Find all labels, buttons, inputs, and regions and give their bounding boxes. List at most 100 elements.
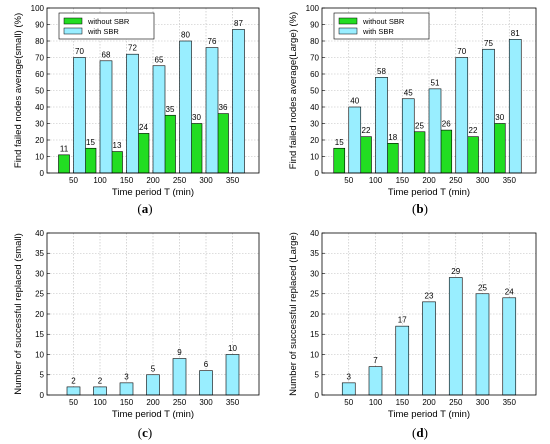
panel-caption: (d) [412,425,428,440]
data-label: 36 [219,103,228,112]
bar-without-sbr [413,131,426,174]
bar-with-sbr [73,57,86,174]
data-label: 2 [71,376,76,385]
x-tick-label: 150 [120,176,134,185]
y-tick-label: 20 [35,310,44,319]
legend-label: without SBR [87,17,130,26]
chart-d: 0 5 10 15 20 25 30 35 40 50 100 150 200 250 300 350 3 7 17… [288,229,537,440]
data-label: 30 [192,113,201,122]
bar-without-sbr [360,136,372,174]
plot-frame [46,7,260,174]
data-label: 29 [451,267,460,276]
x-axis-label: Time period T (min) [112,187,194,198]
y-tick-label: 10 [310,350,319,359]
data-label: 76 [208,37,217,46]
bar [341,382,356,396]
x-tick-label: 350 [503,176,517,185]
bar [66,386,81,396]
x-axis-label: Time period T (min) [388,409,470,420]
legend-box [58,12,155,40]
data-label: 10 [228,344,237,353]
data-label: 22 [469,126,478,135]
data-label: 80 [181,31,190,40]
data-label: 9 [177,348,182,357]
y-tick-label: 35 [310,249,319,258]
y-tick-label: 40 [35,229,44,238]
x-tick-label: 250 [449,398,463,407]
data-label: 25 [478,283,487,292]
bar-with-sbr [126,53,139,174]
x-tick-label: 200 [422,398,436,407]
y-tick-label: 35 [35,249,44,258]
data-label: 35 [166,105,175,114]
y-tick-label: 30 [35,269,44,278]
data-label: 18 [388,133,397,142]
x-tick-label: 250 [449,176,463,185]
data-label: 58 [377,67,386,76]
y-tick-label: 100 [31,4,45,13]
bar-with-sbr [232,29,245,174]
y-tick-label: 15 [310,330,319,339]
x-tick-label: 50 [69,398,78,407]
chart-a: 0 10 20 30 40 50 60 70 80 90 100 50 100 150 200 250 300 3… [13,4,260,216]
y-tick-label: 10 [310,152,319,161]
x-tick-label: 150 [120,398,134,407]
y-tick-label: 20 [310,310,319,319]
x-tick-label: 200 [422,176,436,185]
x-tick-label: 250 [173,398,187,407]
bar [225,354,240,396]
x-tick-label: 300 [476,176,490,185]
data-label: 23 [425,291,434,300]
data-label: 24 [139,123,148,132]
y-tick-label: 25 [35,290,44,299]
panel-caption: (b) [412,201,428,216]
bar-with-sbr [205,47,219,174]
plot-frame [321,232,537,396]
y-tick-label: 30 [310,119,319,128]
data-label: 68 [102,50,111,59]
data-label: 26 [442,120,451,129]
bar-with-sbr [179,40,192,174]
chart-b: 0 10 20 30 40 50 60 70 80 90 100 50 100 150 200 250 300 3… [288,4,537,216]
y-tick-label: 70 [35,53,44,62]
data-label: 15 [86,138,95,147]
y-tick-label: 50 [310,86,319,95]
y-tick-label: 50 [35,86,44,95]
bar [502,297,517,396]
y-tick-label: 100 [306,4,320,13]
x-tick-label: 100 [369,398,383,407]
panel-caption: (a) [137,201,152,216]
data-label: 11 [60,144,69,153]
bar-with-sbr [401,98,415,174]
x-tick-label: 200 [146,398,160,407]
y-tick-label: 25 [310,290,319,299]
bar-without-sbr [467,136,479,174]
y-tick-label: 0 [40,391,45,400]
y-tick-label: 30 [310,269,319,278]
legend-swatch-with-sbr [63,27,83,35]
y-tick-label: 15 [35,330,44,339]
x-tick-label: 100 [93,398,107,407]
bar-with-sbr [152,65,166,174]
data-label: 24 [505,287,514,296]
bar [395,325,410,396]
y-tick-label: 30 [35,119,44,128]
bar-with-sbr [508,39,522,174]
x-axis-label: Time period T (min) [112,409,194,420]
x-tick-label: 300 [199,176,213,185]
data-label: 75 [484,39,493,48]
x-tick-label: 200 [146,176,160,185]
y-axis-label: Number of successful replaced (Large) [288,232,299,396]
y-tick-label: 5 [40,371,45,380]
bar-without-sbr [164,114,176,174]
y-tick-label: 10 [35,350,44,359]
bar [93,386,107,396]
x-tick-label: 150 [396,398,410,407]
bar [172,358,187,396]
x-tick-label: 350 [226,398,240,407]
data-label: 40 [350,97,359,106]
bar-with-sbr [455,57,469,174]
y-tick-label: 70 [310,53,319,62]
plot-frame [46,232,260,396]
